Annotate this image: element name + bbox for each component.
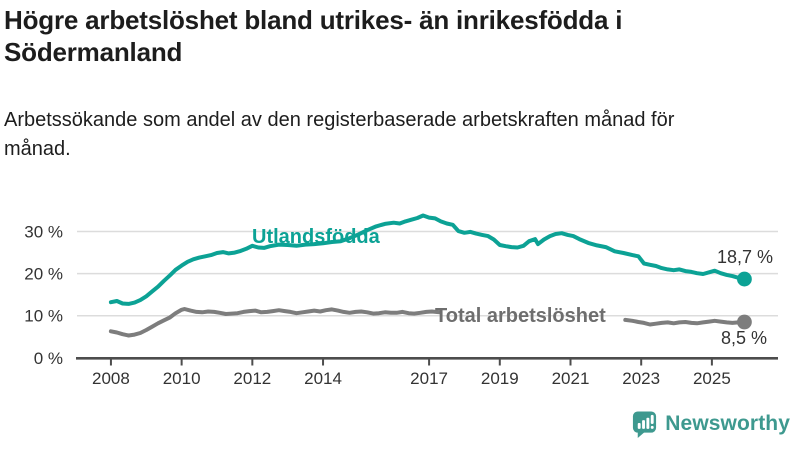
x-tick-label: 2014 <box>304 369 342 388</box>
x-tick-label: 2017 <box>410 369 448 388</box>
series-label-utlandsfodda: Utlandsfödda <box>252 226 381 248</box>
y-tick-label: 10 % <box>24 307 63 326</box>
x-tick-label: 2025 <box>693 369 731 388</box>
newsworthy-logo[interactable]: Newsworthy <box>631 409 790 439</box>
page-title: Högre arbetslöshet bland utrikes- än inr… <box>4 5 623 67</box>
x-tick-label: 2021 <box>552 369 590 388</box>
bar-chart-speech-bubble-icon <box>633 411 657 438</box>
y-tick-label: 0 % <box>34 349 63 368</box>
end-dot-utlandsfodda <box>737 271 752 287</box>
x-tick-label: 2008 <box>92 369 130 388</box>
end-dot-total <box>737 314 752 330</box>
x-tick-label: 2010 <box>163 369 201 388</box>
x-tick-label: 2012 <box>233 369 271 388</box>
series-line-utlandsfodda <box>108 213 747 306</box>
series-line-total <box>108 307 442 338</box>
series-label-total: Total arbetslöshet <box>435 305 606 327</box>
series-line-total <box>623 317 747 327</box>
end-value-total: 8,5 % <box>721 328 767 348</box>
y-tick-label: 30 % <box>24 223 63 242</box>
end-value-utlandsfodda: 18,7 % <box>717 247 773 267</box>
x-tick-label: 2019 <box>481 369 519 388</box>
y-tick-label: 20 % <box>24 265 63 284</box>
newsworthy-brand-name: Newsworthy <box>665 412 790 435</box>
x-tick-label: 2023 <box>622 369 660 388</box>
page-subtitle: Arbetssökande som andel av den registerb… <box>4 109 675 160</box>
